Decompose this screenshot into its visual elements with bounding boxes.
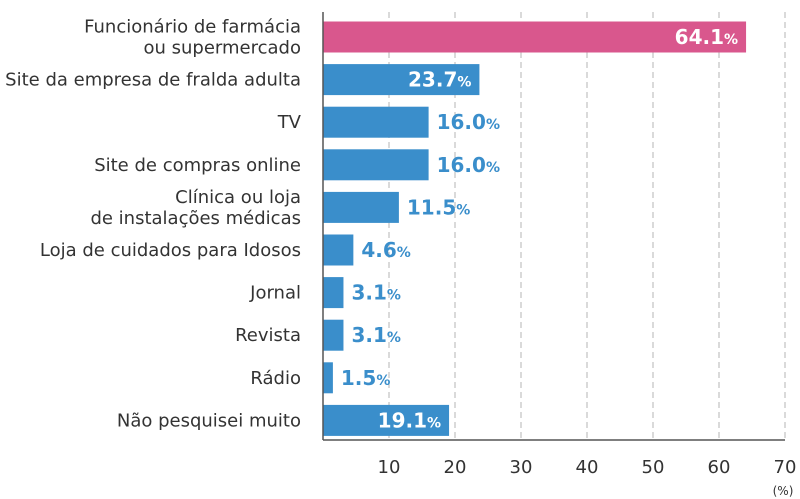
category-label: Não pesquisei muito	[117, 410, 301, 431]
axis-layer: 10 20 30 40 50 60 70 (%)	[322, 12, 797, 498]
x-tick-label: 70	[774, 457, 797, 478]
x-tick-label: 40	[576, 457, 599, 478]
bar	[323, 21, 747, 53]
x-tick-label: 20	[444, 457, 467, 478]
value-label: 3.1%	[351, 281, 400, 305]
value-label: 19.1%	[378, 408, 441, 432]
bar-layer	[323, 21, 747, 436]
bar	[323, 106, 429, 138]
label-layer: Funcionário de farmácia ou supermercado 64…	[5, 17, 738, 433]
category-label: Rádio	[250, 368, 301, 389]
value-label: 1.5%	[341, 366, 390, 390]
category-label: Funcionário de farmácia ou supermercado	[84, 17, 301, 59]
value-label: 16.0%	[437, 110, 500, 134]
x-tick-label: 30	[510, 457, 533, 478]
category-label: Clínica ou loja de instalações médicas	[90, 187, 301, 229]
category-label: Jornal	[249, 283, 301, 304]
value-label: 3.1%	[351, 323, 400, 347]
bar	[323, 64, 480, 96]
bar	[323, 404, 450, 436]
bar	[323, 319, 344, 351]
x-tick-label: 10	[378, 457, 401, 478]
value-label: 23.7%	[408, 68, 471, 92]
category-label: TV	[277, 112, 302, 133]
bar	[323, 191, 399, 223]
x-unit-label: (%)	[773, 484, 794, 498]
category-label: Revista	[235, 325, 301, 346]
category-label: Loja de cuidados para Idosos	[40, 240, 301, 261]
bar	[323, 234, 354, 266]
value-label: 11.5%	[407, 195, 470, 219]
value-label: 16.0%	[437, 153, 500, 177]
value-label: 4.6%	[361, 238, 410, 262]
bar	[323, 149, 429, 181]
bar	[323, 277, 344, 309]
x-tick-label: 60	[708, 457, 731, 478]
bar	[323, 362, 333, 394]
value-label: 64.1%	[675, 25, 738, 49]
category-label: Site da empresa de fralda adulta	[5, 70, 301, 91]
x-tick-label: 50	[642, 457, 665, 478]
category-label: Site de compras online	[94, 155, 301, 176]
